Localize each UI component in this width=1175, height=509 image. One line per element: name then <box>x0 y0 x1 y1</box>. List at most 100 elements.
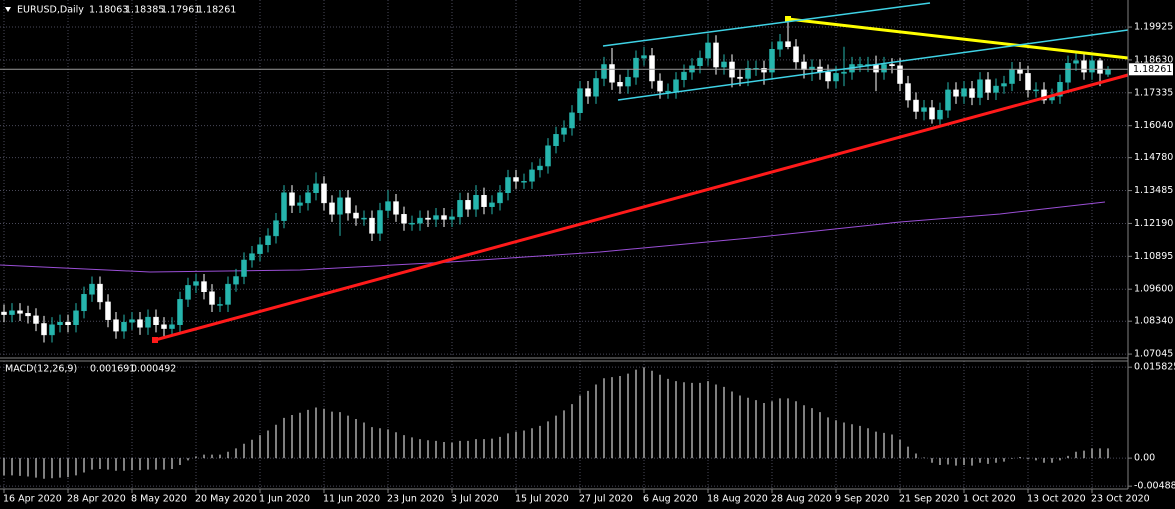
candle-body <box>193 281 199 286</box>
candle-body <box>361 217 367 220</box>
candle-body <box>49 324 55 336</box>
candle-body <box>577 88 583 113</box>
candle-body <box>745 68 751 79</box>
candle-body <box>1089 60 1095 73</box>
candle-body <box>73 310 79 326</box>
close-value: 1.18261 <box>197 5 236 16</box>
candle-body <box>497 192 503 204</box>
candle-body <box>1017 69 1023 74</box>
candle-body <box>257 244 263 254</box>
candle-body <box>1081 60 1087 73</box>
candle-body <box>657 80 663 92</box>
y-tick-label: 1.18630 <box>1134 54 1173 65</box>
candle-body <box>793 46 799 63</box>
high-value: 1.18385 <box>125 5 164 16</box>
x-tick-label: 20 May 2020 <box>195 494 257 505</box>
candle-body <box>417 217 423 224</box>
candle-body <box>857 64 863 66</box>
x-tick-label: 18 Aug 2020 <box>707 494 768 505</box>
x-tick-label: 1 Oct 2020 <box>963 494 1016 505</box>
trendline-anchor <box>152 337 158 343</box>
symbol-menu-arrow[interactable] <box>5 7 11 12</box>
candle-body <box>593 78 599 97</box>
candle-body <box>609 64 615 83</box>
y-tick-label: 0.015825 <box>1134 362 1175 373</box>
candle-body <box>385 201 391 211</box>
candle-body <box>713 42 719 68</box>
candle-body <box>209 291 215 305</box>
candle-body <box>121 321 127 332</box>
candle-body <box>249 253 255 261</box>
candle-body <box>425 217 431 220</box>
candle-body <box>537 165 543 171</box>
candle-body <box>137 319 143 328</box>
candle-body <box>305 192 311 204</box>
current-price-label: 1.18261 <box>1133 64 1172 75</box>
candle-body <box>81 294 87 312</box>
candle-body <box>281 192 287 221</box>
candle-body <box>633 57 639 78</box>
candle-body <box>1065 62 1071 83</box>
candle-body <box>913 99 919 112</box>
x-tick-label: 9 Sep 2020 <box>835 494 889 505</box>
candle-body <box>129 319 135 323</box>
candle-body <box>145 316 151 328</box>
candle-body <box>1 311 7 315</box>
candle-body <box>265 235 271 246</box>
candle-body <box>561 127 567 135</box>
x-tick-label: 23 Oct 2020 <box>1091 494 1150 505</box>
candle-body <box>1097 60 1103 74</box>
x-tick-label: 11 Jun 2020 <box>323 494 380 505</box>
candle-body <box>977 79 983 98</box>
candle-body <box>161 324 167 329</box>
candle-body <box>681 71 687 80</box>
y-tick-label: 1.08340 <box>1134 316 1173 327</box>
candle-body <box>769 49 775 73</box>
low-value: 1.17961 <box>161 5 200 16</box>
x-tick-label: 6 Aug 2020 <box>643 494 698 505</box>
candle-body <box>505 177 511 193</box>
current-price-tag <box>1129 63 1173 76</box>
candle-body <box>345 197 351 214</box>
candle-body <box>177 299 183 326</box>
candle-body <box>25 313 31 317</box>
candle-body <box>761 68 767 73</box>
candle-body <box>841 71 847 74</box>
y-tick-label: 1.17335 <box>1134 87 1173 98</box>
moving-average <box>0 201 1106 273</box>
candle-body <box>705 42 711 59</box>
candle-body <box>665 90 671 93</box>
candle-body <box>329 202 335 215</box>
candle-body <box>241 259 247 277</box>
candle-body <box>601 64 607 79</box>
trendline-anchor <box>785 16 791 22</box>
candle-body <box>569 112 575 129</box>
candle-body <box>825 71 831 82</box>
candle-body <box>105 301 111 320</box>
candle-body <box>513 177 519 182</box>
candle-body <box>1001 83 1007 87</box>
candle-body <box>777 41 783 50</box>
x-tick-label: 16 Apr 2020 <box>3 494 62 505</box>
candle-body <box>289 192 295 206</box>
candle-body <box>969 88 975 98</box>
candle-body <box>41 323 47 336</box>
candle-body <box>721 61 727 68</box>
candle-body <box>697 57 703 67</box>
candle-body <box>113 319 119 332</box>
candle-body <box>905 83 911 101</box>
candle-body <box>489 202 495 207</box>
candle-body <box>1041 89 1047 101</box>
candle-body <box>929 107 935 120</box>
candle-body <box>993 85 999 93</box>
candle-body <box>201 281 207 292</box>
y-tick-label: 1.09600 <box>1134 284 1173 295</box>
candle-body <box>481 195 487 207</box>
candle-body <box>881 64 887 73</box>
candle-body <box>937 109 943 120</box>
y-tick-label: 1.12190 <box>1134 218 1173 229</box>
candle-body <box>441 215 447 220</box>
candle-body <box>649 55 655 82</box>
